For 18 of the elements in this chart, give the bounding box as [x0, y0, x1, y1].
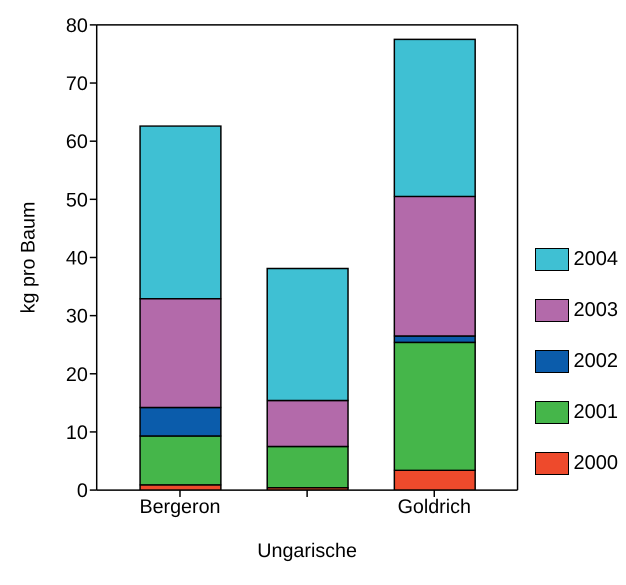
y-axis-title: kg pro Baum: [18, 202, 40, 314]
y-tick-label: 20: [66, 364, 88, 386]
legend-label: 2004: [574, 248, 618, 271]
legend-label: 2003: [574, 299, 618, 322]
y-tick-label: 70: [66, 73, 88, 96]
y-tick-label: 50: [66, 189, 88, 212]
legend-label: 2002: [574, 350, 618, 373]
y-tick-label: 80: [66, 14, 88, 37]
y-tick-label: 30: [66, 306, 88, 328]
y-tick-label: 0: [76, 480, 88, 502]
x-tick-label: Bergeron: [139, 496, 221, 518]
legend-label: 2000: [574, 452, 618, 475]
y-tick-label: 10: [66, 422, 88, 444]
y-tick-label: 40: [66, 247, 88, 270]
x-axis-title: Ungarische: [257, 540, 357, 562]
y-tick-label: 60: [66, 131, 88, 154]
legend-label: 2001: [574, 401, 618, 424]
x-tick-label: Goldrich: [398, 496, 471, 518]
